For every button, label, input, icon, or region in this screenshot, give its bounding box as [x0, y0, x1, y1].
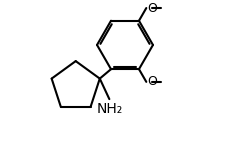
Text: O: O — [147, 75, 157, 88]
Text: NH₂: NH₂ — [96, 102, 122, 116]
Text: O: O — [147, 2, 157, 14]
